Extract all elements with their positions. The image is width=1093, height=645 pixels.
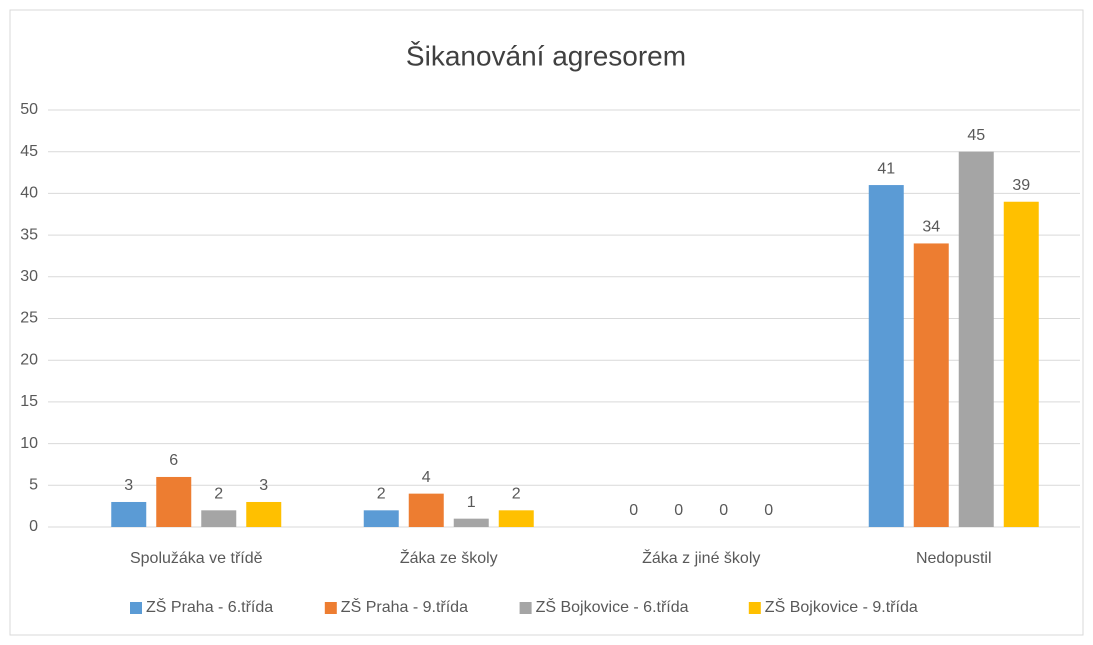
- y-tick-label: 50: [20, 101, 38, 118]
- legend-label: ZŠ Bojkovice - 9.třída: [765, 597, 918, 616]
- data-label: 2: [512, 486, 521, 503]
- bar: [246, 501, 282, 527]
- legend-swatch: [748, 602, 761, 614]
- y-tick-label: 15: [20, 393, 38, 410]
- data-label: 0: [629, 502, 638, 519]
- y-tick-label: 30: [20, 268, 38, 285]
- y-tick-label: 45: [20, 143, 38, 160]
- chart-title: Šikanování agresorem: [406, 40, 686, 71]
- bar: [111, 501, 147, 527]
- bar: [1003, 201, 1039, 528]
- data-label: 6: [169, 452, 178, 469]
- data-label: 0: [719, 502, 728, 519]
- bar: [453, 518, 489, 527]
- chart-border: [9, 9, 1084, 636]
- legend-label: ZŠ Praha - 9.třída: [341, 597, 468, 616]
- data-label: 45: [967, 127, 985, 144]
- bar: [201, 510, 237, 527]
- legend-swatch: [324, 602, 337, 614]
- x-tick-label: Nedopustil: [916, 550, 992, 567]
- data-label: 3: [124, 477, 133, 494]
- data-label: 0: [674, 502, 683, 519]
- data-label: 34: [922, 219, 940, 236]
- y-tick-label: 10: [20, 435, 38, 452]
- data-label: 1: [467, 494, 476, 511]
- data-label: 0: [764, 502, 773, 519]
- legend-label: ZŠ Bojkovice - 6.třída: [536, 597, 689, 616]
- bar: [958, 151, 994, 527]
- data-label: 2: [214, 486, 223, 503]
- legend-swatch: [130, 602, 142, 614]
- y-tick-label: 0: [29, 518, 38, 535]
- x-tick-label: Spolužáka ve třídě: [130, 550, 263, 567]
- bar: [868, 185, 904, 527]
- data-label: 2: [377, 486, 386, 503]
- bar: [363, 510, 399, 527]
- y-tick-label: 5: [29, 477, 38, 494]
- legend-label: ZŠ Praha - 6.třída: [146, 597, 273, 616]
- bar: [913, 243, 949, 527]
- x-tick-label: Žáka z jiné školy: [642, 548, 760, 567]
- data-label: 41: [877, 160, 895, 177]
- bar: [408, 493, 444, 527]
- y-tick-label: 25: [20, 310, 38, 327]
- y-tick-label: 35: [20, 226, 38, 243]
- x-tick-label: Žáka ze školy: [400, 548, 498, 567]
- legend-swatch: [519, 602, 532, 614]
- y-tick-label: 40: [20, 185, 38, 202]
- bar: [156, 476, 192, 527]
- data-label: 4: [422, 469, 431, 486]
- data-label: 39: [1012, 177, 1030, 194]
- bar: [498, 510, 534, 527]
- data-label: 3: [259, 477, 268, 494]
- y-tick-label: 20: [20, 351, 38, 368]
